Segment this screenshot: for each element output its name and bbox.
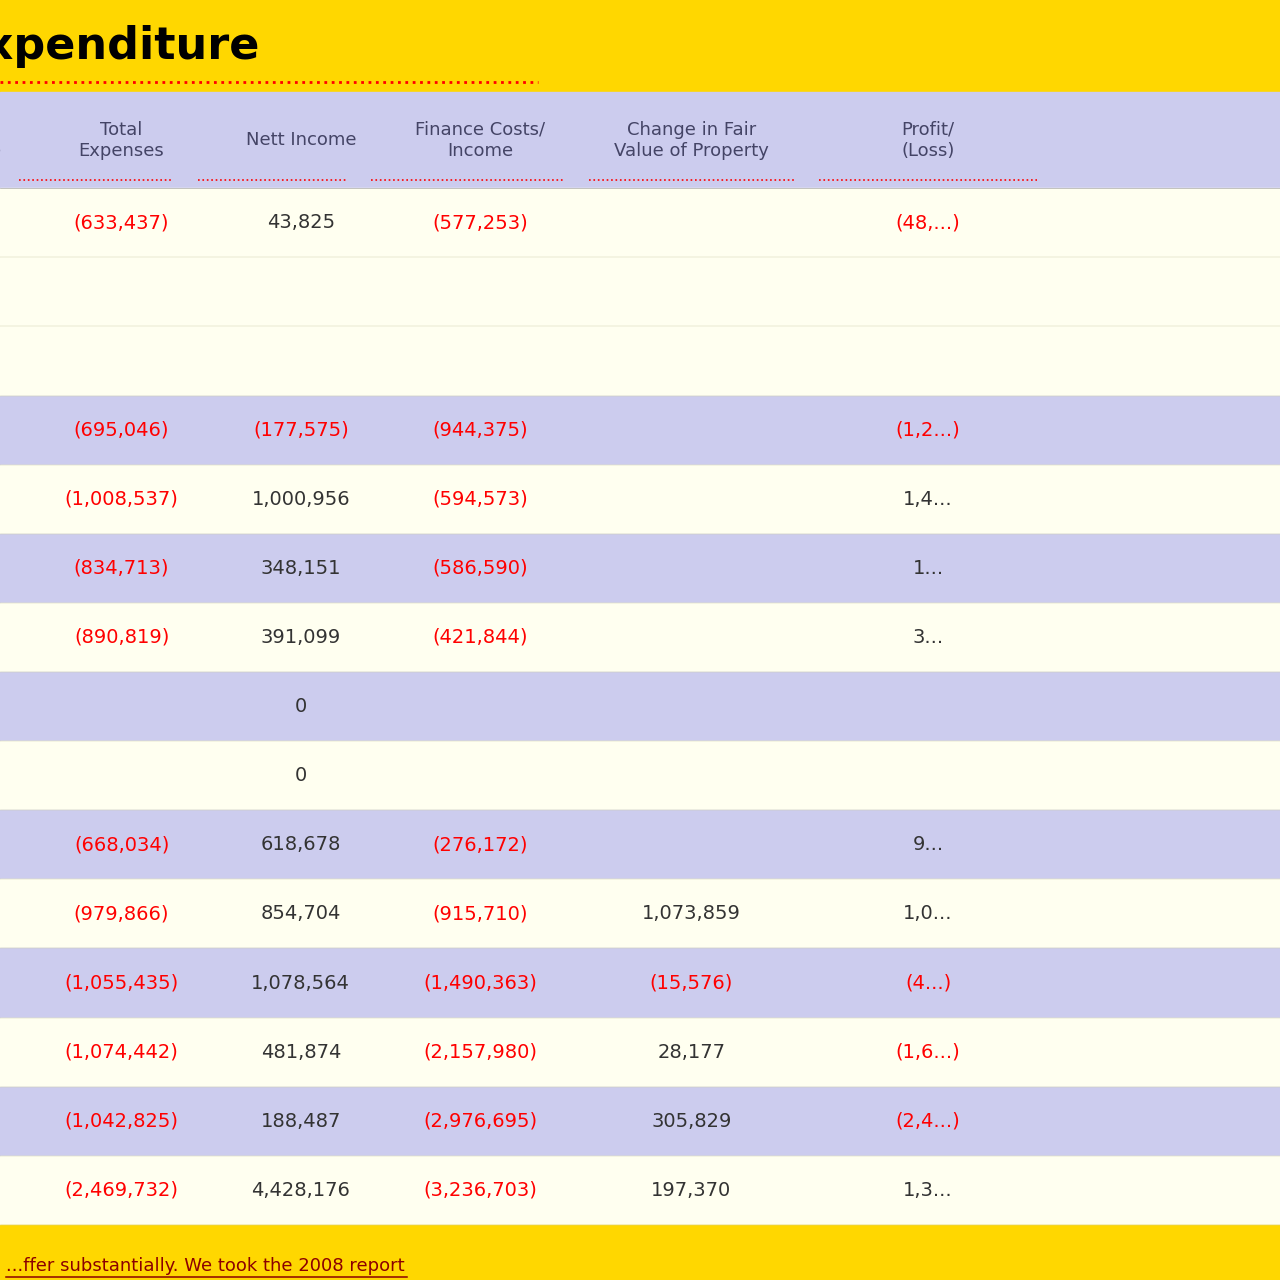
Bar: [0, 396, 1280, 465]
Text: 1,000,956: 1,000,956: [251, 490, 351, 508]
Bar: [0, 603, 1280, 672]
Text: (1,074,442): (1,074,442): [65, 1043, 178, 1061]
Text: (586,590): (586,590): [433, 559, 527, 577]
Text: 1,0...: 1,0...: [904, 905, 952, 923]
Text: (2,4...): (2,4...): [896, 1112, 960, 1130]
Bar: [0, 879, 1280, 948]
Bar: [0, 1225, 1280, 1280]
Text: (577,253): (577,253): [433, 214, 527, 232]
Text: (1,490,363): (1,490,363): [424, 974, 536, 992]
Text: (1,042,825): (1,042,825): [64, 1112, 179, 1130]
Text: 391,099: 391,099: [261, 628, 340, 646]
Text: (668,034): (668,034): [74, 836, 169, 854]
Text: (594,573): (594,573): [433, 490, 527, 508]
Bar: [0, 741, 1280, 810]
Text: Nett Income: Nett Income: [246, 131, 356, 150]
Text: 1,3...: 1,3...: [904, 1181, 952, 1199]
Text: (4...): (4...): [905, 974, 951, 992]
Bar: [0, 672, 1280, 741]
Text: (890,819): (890,819): [74, 628, 169, 646]
Text: (979,866): (979,866): [74, 905, 169, 923]
Text: 481,874: 481,874: [261, 1043, 340, 1061]
Bar: [0, 948, 1280, 1018]
Text: (2,469,732): (2,469,732): [64, 1181, 179, 1199]
Text: (1,008,537): (1,008,537): [65, 490, 178, 508]
Text: (48,...): (48,...): [896, 214, 960, 232]
Text: 0: 0: [294, 698, 307, 716]
Text: (3,236,703): (3,236,703): [424, 1181, 536, 1199]
Text: Total
Expenses: Total Expenses: [79, 120, 164, 160]
Text: 1,073,859: 1,073,859: [641, 905, 741, 923]
Text: 4,428,176: 4,428,176: [251, 1181, 351, 1199]
Bar: [0, 257, 1280, 326]
Text: (1,2...): (1,2...): [896, 421, 960, 439]
Bar: [0, 1156, 1280, 1225]
Text: (834,713): (834,713): [74, 559, 169, 577]
Bar: [0, 810, 1280, 879]
Text: (276,172): (276,172): [433, 836, 527, 854]
Text: (633,437): (633,437): [74, 214, 169, 232]
Text: 43,825: 43,825: [266, 214, 335, 232]
Text: (421,844): (421,844): [433, 628, 527, 646]
Text: Change in Fair
Value of Property: Change in Fair Value of Property: [614, 120, 768, 160]
Bar: [0, 1087, 1280, 1156]
Text: (15,576): (15,576): [649, 974, 733, 992]
Text: 188,487: 188,487: [261, 1112, 340, 1130]
Bar: [0, 534, 1280, 603]
Text: (177,575): (177,575): [253, 421, 348, 439]
Text: Finance Costs/
Income: Finance Costs/ Income: [415, 120, 545, 160]
Bar: [0, 465, 1280, 534]
Bar: [0, 1018, 1280, 1087]
Text: (1,6...): (1,6...): [896, 1043, 960, 1061]
Text: 197,370: 197,370: [652, 1181, 731, 1199]
Text: 9...: 9...: [913, 836, 943, 854]
Text: 0: 0: [294, 767, 307, 785]
Text: 3...: 3...: [913, 628, 943, 646]
Text: 28,177: 28,177: [657, 1043, 726, 1061]
Bar: [0, 188, 1280, 257]
Bar: [0, 326, 1280, 396]
Text: (2,157,980): (2,157,980): [422, 1043, 538, 1061]
Text: 1,078,564: 1,078,564: [251, 974, 351, 992]
Text: 618,678: 618,678: [261, 836, 340, 854]
Text: (2,976,695): (2,976,695): [422, 1112, 538, 1130]
Text: ...ffer substantially. We took the 2008 report: ...ffer substantially. We took the 2008 …: [6, 1257, 404, 1275]
Text: 1...: 1...: [913, 559, 943, 577]
Bar: [0, 92, 1280, 188]
Text: (695,046): (695,046): [74, 421, 169, 439]
Text: (944,375): (944,375): [433, 421, 527, 439]
Text: (915,710): (915,710): [433, 905, 527, 923]
Text: 1,4...: 1,4...: [904, 490, 952, 508]
Text: Sanral Income & Expenditure: Sanral Income & Expenditure: [0, 24, 260, 68]
Text: 305,829: 305,829: [652, 1112, 731, 1130]
Text: 854,704: 854,704: [261, 905, 340, 923]
Text: Profit/
(Loss): Profit/ (Loss): [901, 120, 955, 160]
Text: 348,151: 348,151: [261, 559, 340, 577]
Text: (1,055,435): (1,055,435): [64, 974, 179, 992]
Bar: [0, 0, 1280, 92]
